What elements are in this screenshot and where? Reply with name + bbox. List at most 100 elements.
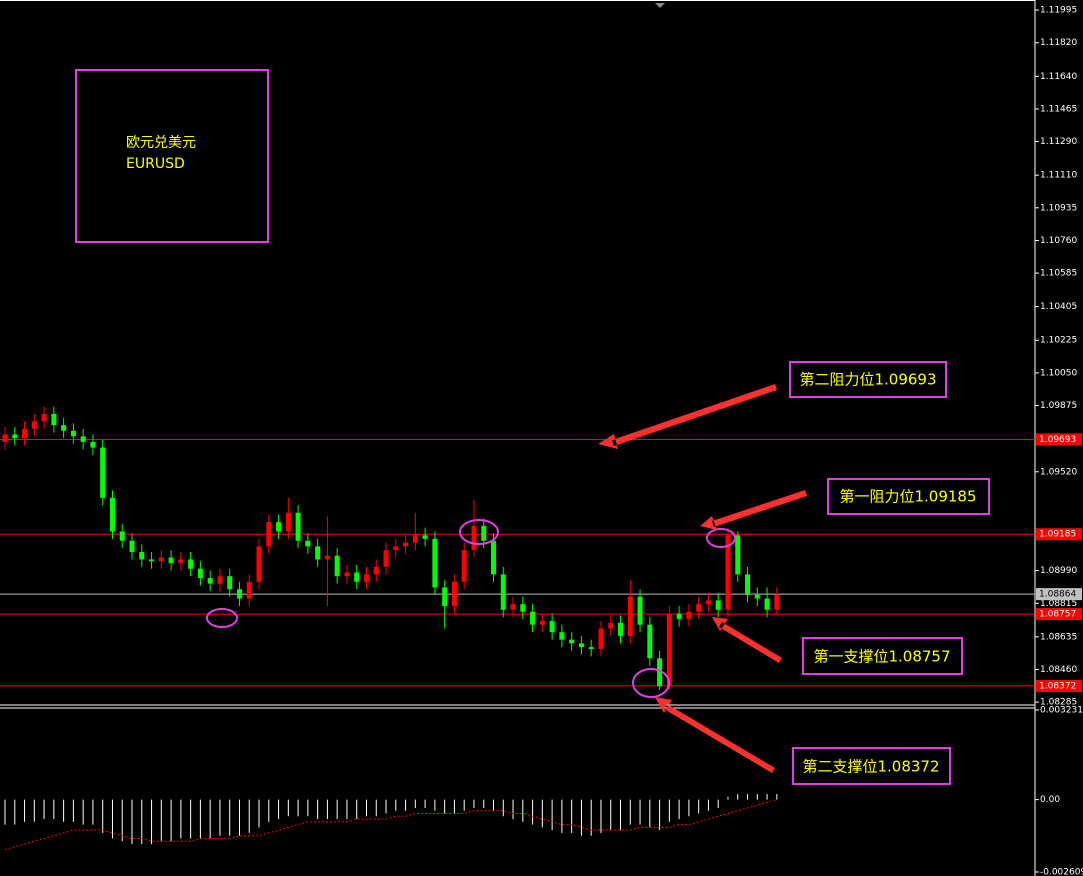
candle-body: [227, 576, 233, 590]
highlight-ellipse: [706, 528, 736, 548]
y-tick-label: 1.11465: [1040, 104, 1077, 114]
y-tick-label: 1.11820: [1040, 38, 1077, 48]
y-tick-label: 1.08285: [1040, 698, 1077, 708]
title: 欧元兑美元: [126, 135, 196, 151]
arrow: [598, 384, 777, 449]
y-tick-label: 1.10935: [1040, 203, 1077, 213]
candle-body: [666, 613, 672, 687]
y-tick-label: 1.09875: [1040, 401, 1077, 411]
highlight-ellipse: [459, 519, 499, 545]
candle-body: [520, 604, 526, 612]
candle-body: [686, 611, 692, 620]
y-tick-label: 1.10050: [1040, 368, 1077, 378]
level-label: 1.08372: [1039, 681, 1076, 691]
candle-body: [647, 624, 653, 659]
y-tick-label: 1.09520: [1040, 467, 1077, 477]
y-tick-label: 1.08990: [1040, 566, 1077, 576]
candle-body: [461, 550, 467, 582]
level-label-bg: [1036, 608, 1082, 621]
candle-body: [119, 531, 125, 541]
arrows: [598, 384, 807, 773]
candle-body: [754, 594, 760, 599]
shift-marker: [655, 3, 665, 8]
y-tick-label: 1.08815: [1040, 599, 1077, 609]
label-boxes: [789, 361, 990, 785]
candle-body: [236, 589, 242, 599]
candle-body: [451, 581, 457, 607]
candle-body: [285, 512, 291, 532]
level-label-bg: [1036, 679, 1082, 692]
candle-body: [491, 540, 496, 575]
candle-body: [608, 622, 614, 629]
candle-body: [139, 551, 145, 560]
candle-body: [276, 522, 282, 532]
candle-body: [510, 604, 516, 610]
level-label: 1.08757: [1039, 610, 1076, 620]
candle-body: [432, 538, 438, 588]
candle-body: [383, 550, 389, 567]
annotation: 第二支撑位1.08372: [802, 758, 939, 776]
arrow: [700, 490, 807, 530]
label-box: [802, 637, 963, 675]
level-label: 1.09693: [1039, 435, 1076, 445]
candle-body: [315, 546, 321, 560]
candle-body: [90, 441, 96, 448]
candle-body: [41, 413, 47, 422]
candle-body: [12, 434, 18, 439]
candle-body: [471, 525, 477, 551]
level-label: 1.09185: [1039, 530, 1076, 540]
y-tick-label: 1.08635: [1040, 632, 1077, 642]
candle-body: [129, 540, 135, 552]
candle-body: [158, 557, 164, 562]
candle-body: [207, 578, 213, 584]
label-box: [792, 747, 951, 785]
y-tick-label: 1.11110: [1040, 171, 1077, 181]
annotation: 第二阻力位1.09693: [799, 371, 936, 389]
candle-body: [588, 647, 594, 649]
candle-body: [295, 512, 301, 541]
annotation: 第一支撑位1.08757: [813, 648, 950, 666]
candle-body: [627, 596, 633, 636]
candle-body: [324, 555, 330, 560]
candle-body: [412, 535, 418, 543]
candle-body: [188, 559, 194, 569]
candle-body: [197, 568, 203, 579]
candle-body: [598, 628, 604, 649]
annotation: 第一阻力位1.09185: [839, 488, 976, 506]
candle-body: [256, 546, 262, 582]
candle-body: [500, 574, 506, 610]
candle-body: [657, 658, 663, 687]
candle-body: [530, 611, 536, 625]
candle-body: [393, 546, 399, 551]
y-tick-label: -0.002609: [1040, 868, 1083, 876]
candle-body: [354, 572, 360, 582]
candle-body: [334, 555, 340, 577]
candle-body: [764, 598, 770, 610]
level-label: 1.08864: [1039, 590, 1076, 600]
candle-body: [442, 587, 448, 607]
level-label-bg: [1036, 528, 1082, 541]
candle-body: [715, 600, 721, 610]
title-box: [75, 69, 269, 243]
candle-body: [403, 542, 409, 547]
candle-body: [305, 540, 311, 547]
candle-body: [149, 559, 155, 562]
y-tick-label: 1.11290: [1040, 137, 1077, 147]
y-tick-label: 1.10405: [1040, 302, 1077, 312]
level-label-bg: [1036, 433, 1082, 446]
subtitle: EURUSD: [126, 156, 185, 172]
candle-body: [725, 535, 731, 610]
candle-body: [637, 596, 643, 625]
y-tick-label: 1.10585: [1040, 269, 1077, 279]
candle-body: [578, 643, 584, 648]
y-tick-label: 1.11640: [1040, 72, 1077, 82]
y-tick-label: 1.10760: [1040, 236, 1077, 246]
candle-body: [539, 620, 545, 625]
candle-body: [618, 622, 624, 636]
candle-body: [363, 574, 369, 582]
y-tick-label: 1.10225: [1040, 336, 1077, 346]
candle-body: [246, 581, 252, 599]
highlight-ellipse: [206, 608, 238, 628]
